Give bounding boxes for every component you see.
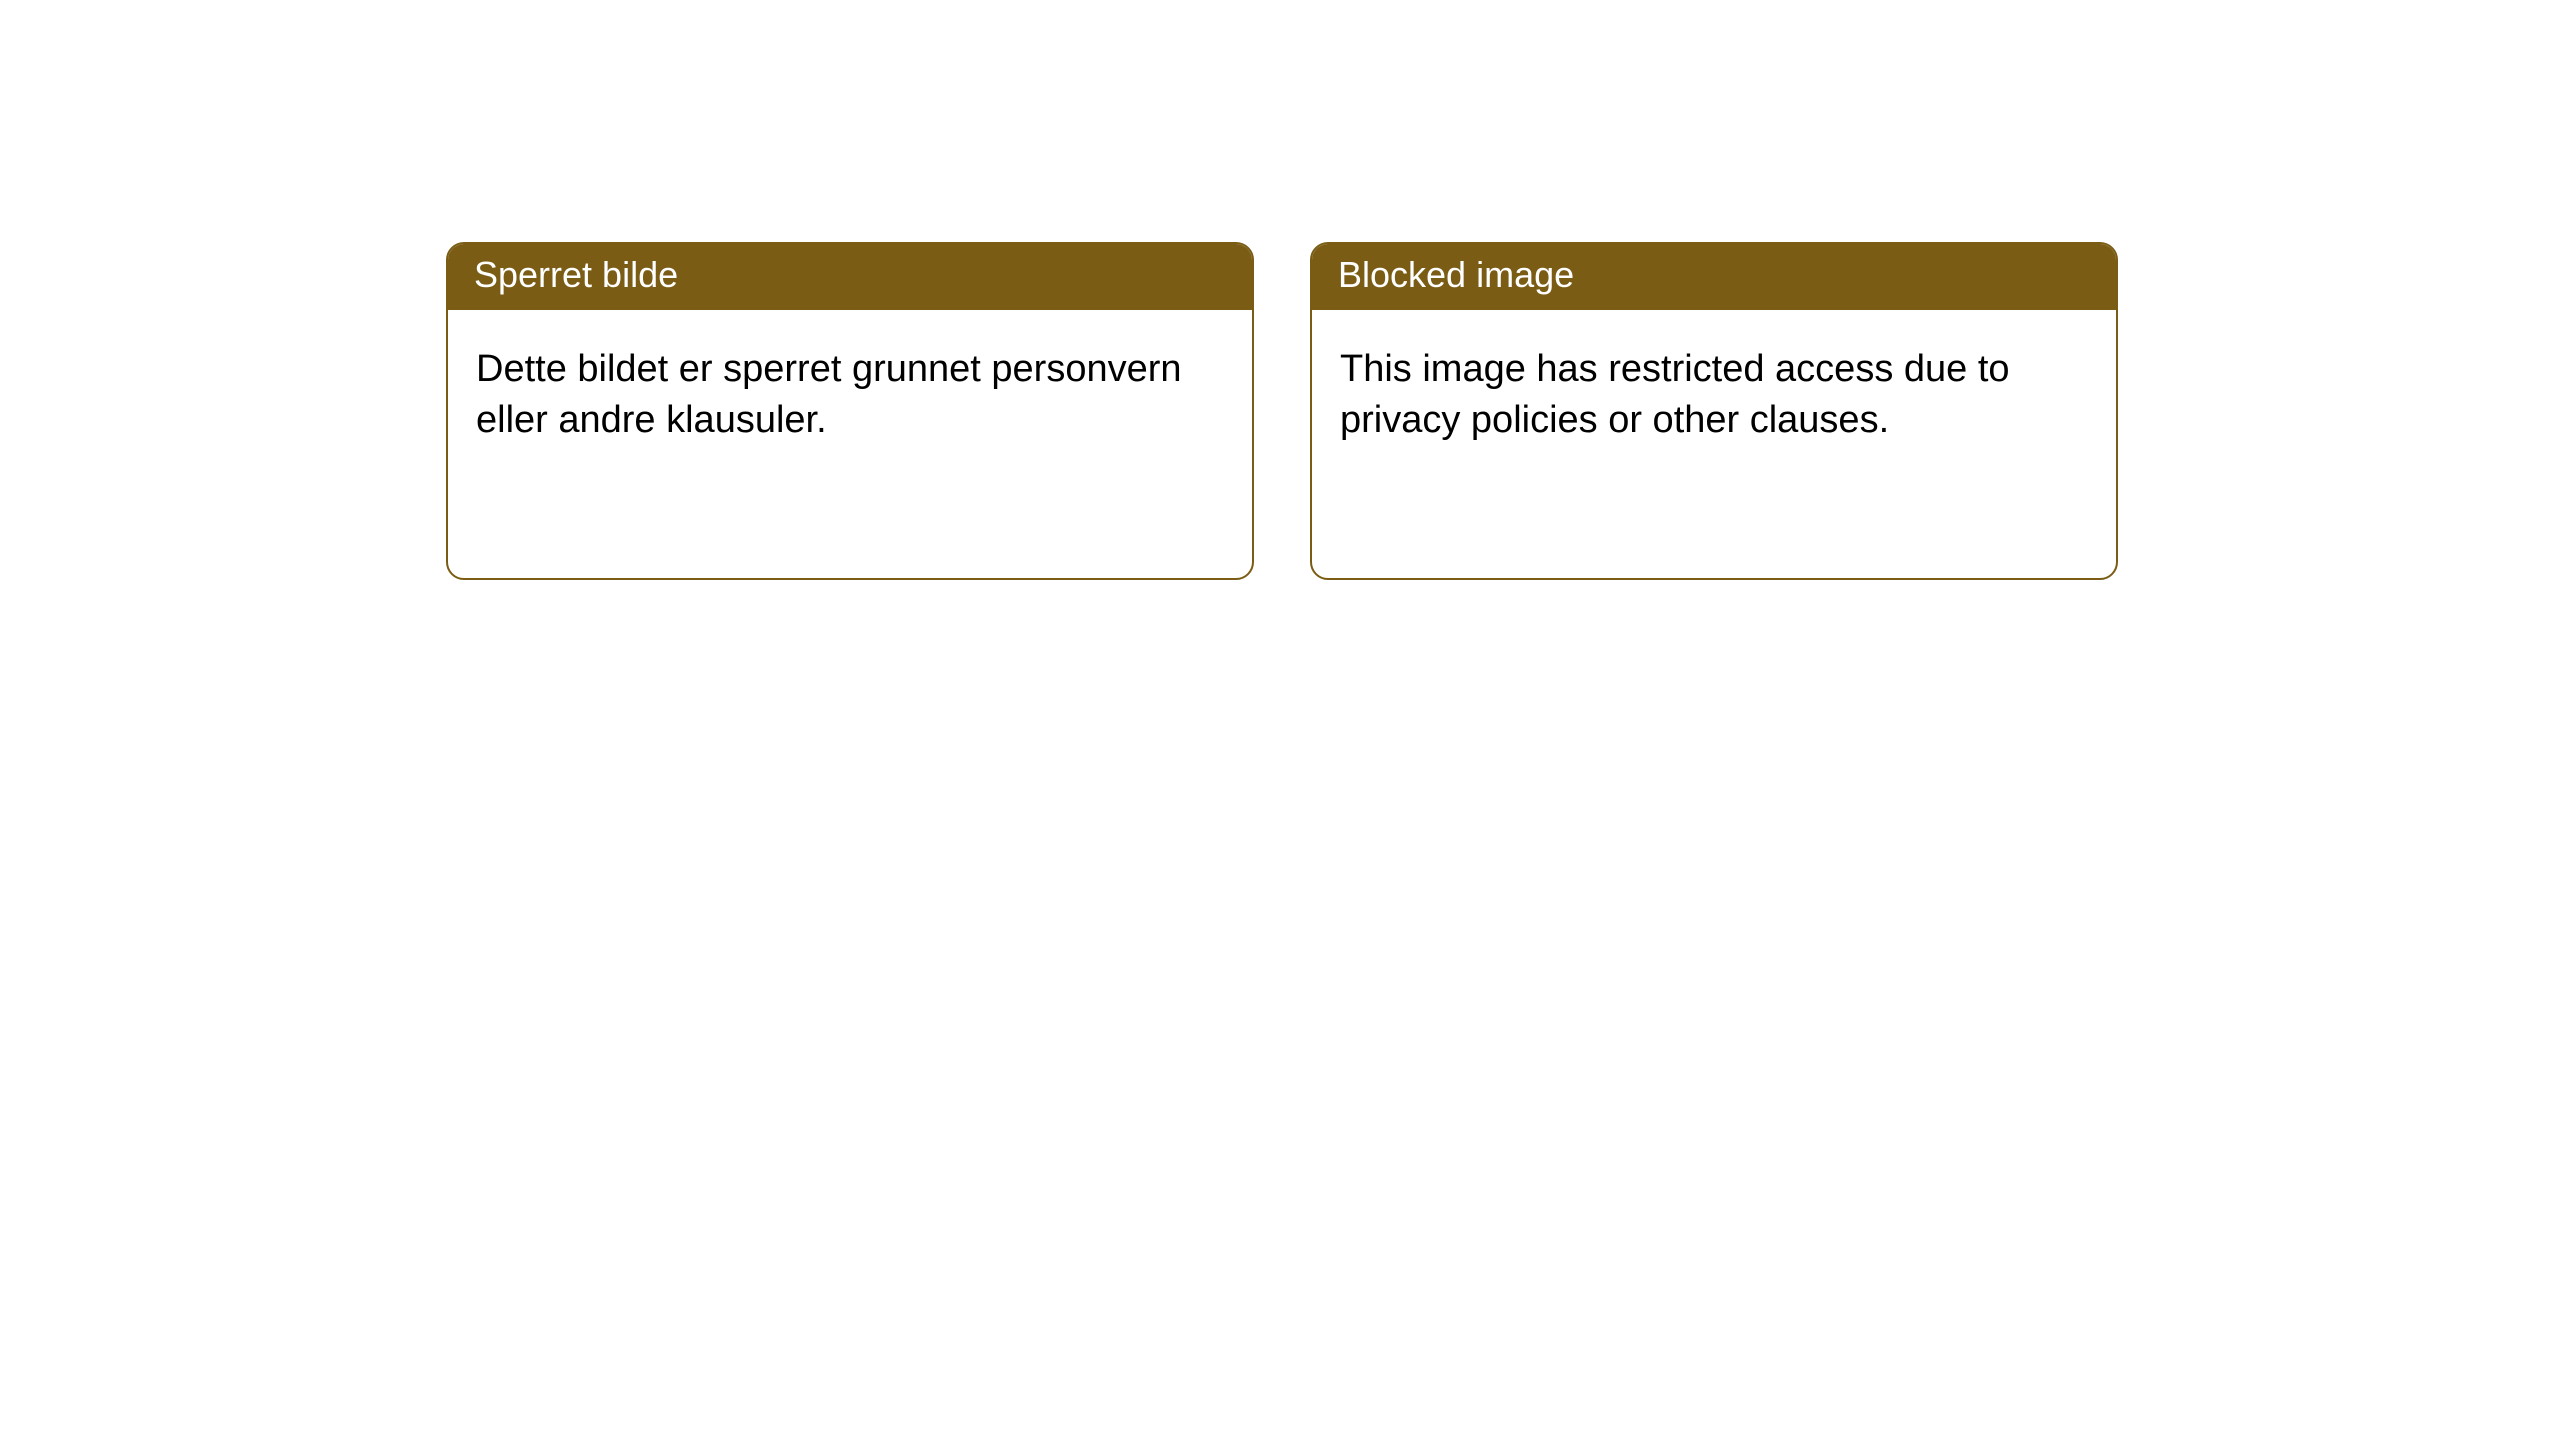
notice-card-norwegian: Sperret bilde Dette bildet er sperret gr…: [446, 242, 1254, 580]
notice-card-english: Blocked image This image has restricted …: [1310, 242, 2118, 580]
notice-header: Blocked image: [1312, 244, 2116, 310]
notice-body: Dette bildet er sperret grunnet personve…: [448, 310, 1252, 481]
notice-body: This image has restricted access due to …: [1312, 310, 2116, 481]
notice-header: Sperret bilde: [448, 244, 1252, 310]
notice-container: Sperret bilde Dette bildet er sperret gr…: [446, 242, 2118, 580]
